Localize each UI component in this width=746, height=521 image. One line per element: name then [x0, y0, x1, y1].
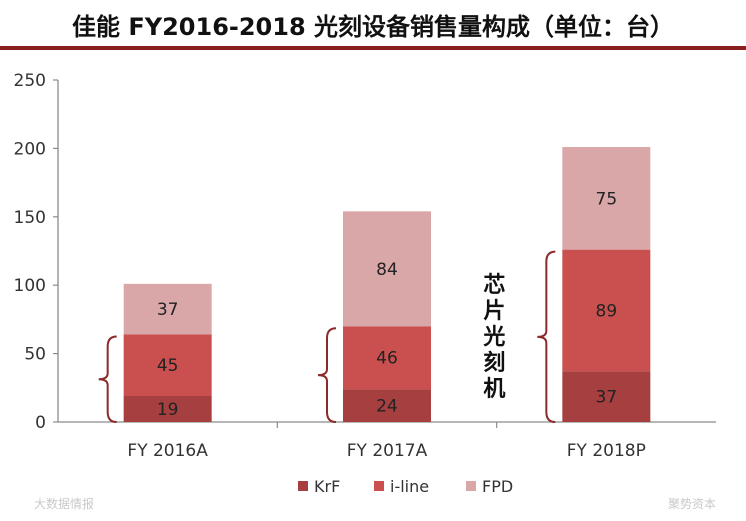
legend-label: FPD	[482, 477, 513, 496]
y-tick-label: 50	[24, 345, 46, 365]
legend-label: i-line	[390, 477, 429, 496]
bar-segment-i-line	[123, 334, 212, 397]
data-label: 89	[596, 302, 618, 322]
curly-bracket	[537, 250, 556, 423]
curly-bracket	[98, 335, 117, 423]
x-tick-label: FY 2016A	[127, 441, 208, 461]
chip-label-char: 机	[483, 377, 505, 402]
bar-segment-fpd	[123, 283, 212, 335]
legend: KrF i-line FPD	[298, 477, 513, 496]
x-tick-label: FY 2017A	[347, 441, 428, 461]
bar-segment-i-line	[343, 326, 431, 390]
y-tick-label: 150	[14, 208, 46, 228]
watermark-right: 聚势资本	[668, 497, 716, 511]
bar-segment-krf	[343, 389, 431, 422]
y-tick-label: 0	[35, 413, 46, 433]
y-tick-label: 100	[14, 276, 46, 296]
bar-segment-fpd	[562, 147, 651, 250]
bar-segment-fpd	[343, 211, 431, 327]
bars: 19 45 37 24 46 84 37 89 75	[123, 147, 651, 422]
data-label: 37	[157, 300, 179, 320]
data-label: 19	[157, 400, 179, 420]
watermark-left: 大数据情报	[34, 496, 94, 511]
bar-segment-i-line	[562, 249, 651, 372]
chip-label-char: 光	[482, 325, 505, 350]
legend-label: KrF	[314, 477, 340, 496]
legend-swatch	[374, 481, 384, 491]
chip-label-char: 芯	[483, 273, 505, 298]
legend-swatch	[298, 481, 308, 491]
bar-segment-krf	[562, 371, 651, 422]
chip-label-char: 片	[483, 299, 505, 324]
legend-swatch	[466, 481, 476, 491]
chart-title: 佳能 FY2016-2018 光刻设备销售量构成（单位：台）	[71, 13, 675, 41]
data-label: 84	[376, 260, 398, 280]
data-label: 75	[596, 189, 618, 209]
x-tick-label: FY 2018P	[567, 441, 646, 461]
y-tick-label: 250	[14, 71, 46, 91]
watermarks: 大数据情报 聚势资本	[34, 496, 716, 511]
chip-label-char: 刻	[483, 350, 505, 376]
title-underline	[0, 46, 746, 50]
data-label: 24	[376, 397, 398, 417]
data-label: 37	[596, 388, 618, 408]
bar-segment-krf	[123, 396, 212, 422]
data-label: 46	[376, 349, 398, 369]
y-tick-label: 200	[14, 139, 46, 159]
data-label: 45	[157, 356, 179, 376]
curly-bracket	[317, 327, 337, 423]
